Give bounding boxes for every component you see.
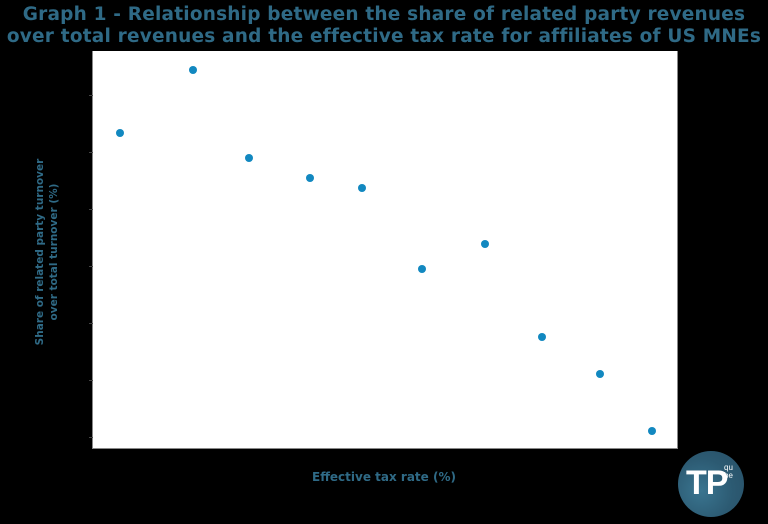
y-axis-tick	[89, 95, 93, 96]
y-axis-label: Share of related party turnover over tot…	[33, 159, 61, 346]
logo-superscript: qu be	[724, 464, 733, 480]
chart-title: Graph 1 - Relationship between the share…	[0, 4, 768, 48]
data-point	[480, 239, 489, 248]
data-point	[595, 370, 604, 379]
tpqube-logo: TP qu be	[678, 451, 744, 517]
data-point	[538, 332, 547, 341]
data-point	[244, 154, 253, 163]
data-point	[188, 66, 197, 75]
logo-sup-line-1: qu	[724, 463, 733, 472]
data-point	[417, 264, 426, 273]
y-axis-label-line-1: Share of related party turnover	[34, 158, 46, 346]
y-axis-tick	[89, 380, 93, 381]
y-axis-tick	[89, 437, 93, 438]
y-axis-label-line-2: over total turnover (%)	[48, 183, 60, 321]
chart-title-line-1: Graph 1 - Relationship between the share…	[22, 4, 746, 25]
y-axis-tick	[89, 266, 93, 267]
chart-title-line-2: over total revenues and the effective ta…	[6, 26, 762, 47]
data-point	[306, 174, 315, 183]
logo-sup-line-2: be	[724, 471, 733, 480]
y-axis-tick	[89, 209, 93, 210]
y-axis-tick	[89, 323, 93, 324]
data-point	[358, 183, 367, 192]
plot-area	[89, 51, 678, 449]
x-axis-label: Effective tax rate (%)	[312, 470, 456, 484]
y-axis-tick	[89, 152, 93, 153]
logo-text: TP	[686, 464, 728, 502]
data-point	[115, 128, 124, 137]
data-point	[647, 426, 656, 435]
